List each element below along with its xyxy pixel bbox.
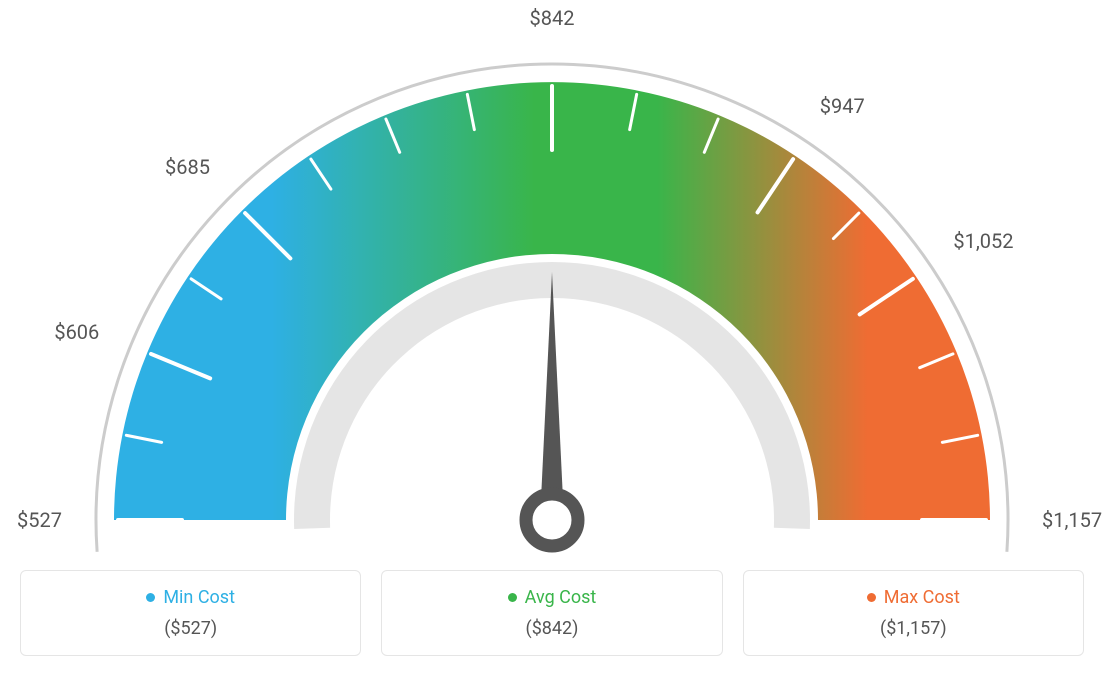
gauge-tick-label: $1,052 bbox=[953, 229, 1013, 253]
gauge-tick-label: $1,157 bbox=[1042, 508, 1102, 532]
legend-value-max: ($1,157) bbox=[880, 618, 947, 639]
legend-card-max: Max Cost ($1,157) bbox=[743, 570, 1084, 656]
dot-icon bbox=[146, 593, 155, 602]
legend-value-min: ($527) bbox=[164, 618, 217, 639]
legend-label-max: Max Cost bbox=[884, 587, 960, 608]
legend-title-min: Min Cost bbox=[146, 587, 235, 608]
legend-row: Min Cost ($527) Avg Cost ($842) Max Cost… bbox=[20, 570, 1084, 656]
legend-title-avg: Avg Cost bbox=[508, 587, 597, 608]
gauge-tick-label: $685 bbox=[165, 154, 210, 178]
legend-card-avg: Avg Cost ($842) bbox=[381, 570, 722, 656]
dot-icon bbox=[867, 593, 876, 602]
legend-card-min: Min Cost ($527) bbox=[20, 570, 361, 656]
gauge-tick-label: $947 bbox=[820, 93, 865, 117]
legend-value-avg: ($842) bbox=[526, 618, 579, 639]
legend-label-avg: Avg Cost bbox=[525, 587, 597, 608]
gauge-tick-label: $527 bbox=[17, 508, 62, 532]
gauge-tick-label: $606 bbox=[54, 320, 99, 344]
dot-icon bbox=[508, 593, 517, 602]
gauge-tick-label: $842 bbox=[530, 6, 575, 30]
gauge-chart: $527$606$685$842$947$1,052$1,157 bbox=[20, 20, 1084, 560]
legend-label-min: Min Cost bbox=[163, 587, 235, 608]
gauge-svg bbox=[20, 20, 1084, 560]
legend-title-max: Max Cost bbox=[867, 587, 960, 608]
